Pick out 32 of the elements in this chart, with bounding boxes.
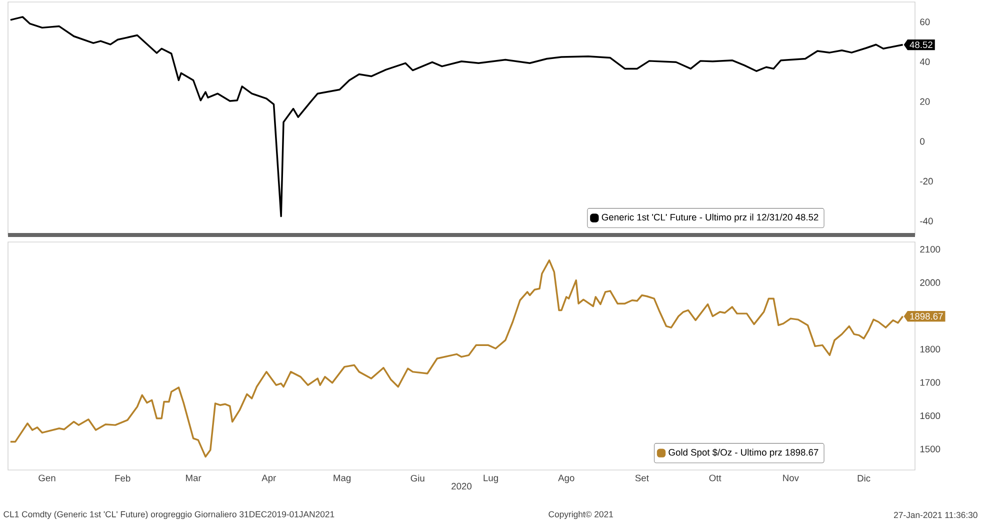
x-tick-label: Gen — [38, 474, 56, 482]
text: Copyright© 2021 — [548, 510, 613, 520]
x-tick-label: Ott — [709, 474, 722, 482]
x-tick-label: Feb — [115, 474, 130, 482]
y-tick-label: 0 — [920, 138, 925, 145]
y-tick-label: 1800 — [920, 346, 940, 352]
x-tick-label: Giu — [410, 474, 424, 482]
x-axis-title: 2020 — [452, 482, 472, 490]
y-tick-label: -20 — [920, 178, 933, 185]
y-tick-label: 20 — [920, 98, 930, 105]
x-tick-label: Apr — [262, 474, 276, 484]
y-tick-label: 1600 — [920, 412, 940, 420]
legend-label: Gold Spot $/Oz - Ultimo prz 1898.67 — [668, 448, 818, 458]
text: 27-Jan-2021 11:36:30 — [894, 512, 978, 518]
x-tick-label: Mar — [186, 474, 202, 482]
y-tick-label: 2000 — [920, 279, 940, 286]
annotation: 1898.67 — [910, 313, 943, 320]
x-tick-label: Ago — [558, 474, 574, 484]
y-tick-label: 1700 — [920, 379, 940, 386]
annotation: 48.52 — [910, 41, 932, 48]
y-tick-label: 40 — [920, 58, 930, 66]
x-tick-label: Set — [635, 474, 649, 482]
y-tick-label: -40 — [920, 218, 933, 224]
text: CL1 Comdty (Generic 1st 'CL' Future) orogreggio Giornaliero 31DEC2019-01JAN2021 — [4, 510, 334, 520]
y-tick-label: 2100 — [920, 246, 940, 253]
legend-label: Generic 1st 'CL' Future - Ultimo prz il 12/31/20 48.52 — [602, 214, 818, 222]
x-tick-label: Dic — [858, 474, 870, 482]
x-tick-label: Mag — [334, 474, 350, 484]
y-tick-label: 1500 — [920, 446, 940, 452]
y-tick-label: 60 — [920, 18, 930, 26]
x-tick-label: Lug — [484, 474, 498, 484]
x-tick-label: Nov — [783, 474, 799, 482]
